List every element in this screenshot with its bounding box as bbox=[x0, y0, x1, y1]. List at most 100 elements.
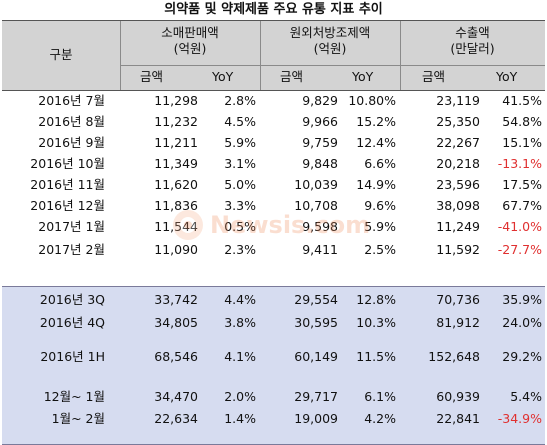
retail-yoy-cell: 5.9% bbox=[224, 135, 256, 150]
table-header: 구분 소매판매액 (억원) 원외처방조제액 (억원) 수출액 (만달러) 금액 … bbox=[2, 20, 545, 91]
table-row: 2016년 9월 11,211 5.9% 9,759 12.4% 22,267 15.1% bbox=[2, 132, 545, 153]
prescription-yoy-cell: 14.9% bbox=[356, 177, 396, 192]
retail-yoy-cell: 5.0% bbox=[224, 177, 256, 192]
export-amount-cell: 20,218 bbox=[436, 156, 480, 171]
retail-yoy-cell: 3.3% bbox=[224, 198, 256, 213]
subheader-yoy-3: YoY bbox=[496, 69, 518, 84]
header-retail-sales-unit: (억원) bbox=[173, 41, 207, 56]
row-label: 2016년 11월 bbox=[30, 177, 105, 192]
table-row: 2016년 12월 11,836 3.3% 10,708 9.6% 38,098 67.7% bbox=[2, 195, 545, 216]
header-exports: 수출액 (만달러) bbox=[400, 25, 545, 57]
header-exports-name: 수출액 bbox=[455, 25, 490, 40]
row-label: 2017년 2월 bbox=[38, 242, 105, 257]
table-row: 2016년 1H 68,546 4.1% 60,149 11.5% 152,648 29.2… bbox=[2, 346, 545, 367]
header-prescription-unit: (억원) bbox=[313, 41, 347, 56]
retail-amount-cell: 11,211 bbox=[154, 135, 198, 150]
prescription-amount-cell: 60,149 bbox=[294, 349, 338, 364]
row-label: 2016년 12월 bbox=[30, 198, 105, 213]
export-amount-cell: 23,596 bbox=[436, 177, 480, 192]
export-amount-cell: 38,098 bbox=[436, 198, 480, 213]
header-prescription: 원외처방조제액 (억원) bbox=[260, 25, 400, 57]
retail-yoy-cell: 2.3% bbox=[224, 242, 256, 257]
prescription-yoy-cell: 12.8% bbox=[356, 292, 396, 307]
header-retail-sales: 소매판매액 (억원) bbox=[120, 25, 260, 57]
prescription-amount-cell: 10,039 bbox=[294, 177, 338, 192]
prescription-amount-cell: 9,848 bbox=[302, 156, 338, 171]
row-label: 2016년 4Q bbox=[39, 315, 105, 330]
table-row: 1월~ 2월 22,634 1.4% 19,009 4.2% 22,841 -34.9% bbox=[2, 408, 545, 429]
retail-amount-cell: 11,620 bbox=[154, 177, 198, 192]
export-yoy-cell: 24.0% bbox=[502, 315, 542, 330]
table-row: 12월~ 1월 34,470 2.0% 29,717 6.1% 60,939 5.4% bbox=[2, 386, 545, 407]
row-label: 1월~ 2월 bbox=[51, 411, 105, 426]
retail-amount-cell: 34,470 bbox=[154, 389, 198, 404]
export-amount-cell: 152,648 bbox=[428, 349, 480, 364]
subheader-amount-2: 금액 bbox=[280, 69, 304, 84]
table-row: 2016년 4Q 34,805 3.8% 30,595 10.3% 81,912 24.0% bbox=[2, 312, 545, 333]
export-amount-cell: 60,939 bbox=[436, 389, 480, 404]
prescription-amount-cell: 29,554 bbox=[294, 292, 338, 307]
prescription-amount-cell: 19,009 bbox=[294, 411, 338, 426]
prescription-amount-cell: 10,708 bbox=[294, 198, 338, 213]
retail-amount-cell: 11,298 bbox=[154, 93, 198, 108]
row-label: 12월~ 1월 bbox=[43, 389, 105, 404]
prescription-yoy-cell: 10.80% bbox=[348, 93, 396, 108]
prescription-yoy-cell: 10.3% bbox=[356, 315, 396, 330]
retail-amount-cell: 34,805 bbox=[154, 315, 198, 330]
retail-amount-cell: 33,742 bbox=[154, 292, 198, 307]
header-category: 구분 bbox=[49, 47, 73, 62]
retail-yoy-cell: 4.1% bbox=[224, 349, 256, 364]
export-yoy-cell: -27.7% bbox=[497, 242, 542, 257]
row-label: 2016년 8월 bbox=[38, 114, 105, 129]
export-amount-cell: 25,350 bbox=[436, 114, 480, 129]
export-amount-cell: 11,249 bbox=[436, 219, 480, 234]
retail-yoy-cell: 3.1% bbox=[224, 156, 256, 171]
prescription-amount-cell: 9,411 bbox=[302, 242, 338, 257]
prescription-yoy-cell: 11.5% bbox=[356, 349, 396, 364]
table-row: 2017년 2월 11,090 2.3% 9,411 2.5% 11,592 -27.7% bbox=[2, 239, 545, 260]
prescription-yoy-cell: 6.6% bbox=[364, 156, 396, 171]
retail-yoy-cell: 4.4% bbox=[224, 292, 256, 307]
export-yoy-cell: -34.9% bbox=[497, 411, 542, 426]
prescription-yoy-cell: 9.6% bbox=[364, 198, 396, 213]
table-row: 2016년 11월 11,620 5.0% 10,039 14.9% 23,596 17.5… bbox=[2, 174, 545, 195]
retail-yoy-cell: 2.0% bbox=[224, 389, 256, 404]
prescription-yoy-cell: 12.4% bbox=[356, 135, 396, 150]
section-divider bbox=[2, 286, 545, 287]
retail-amount-cell: 68,546 bbox=[154, 349, 198, 364]
prescription-amount-cell: 9,598 bbox=[302, 219, 338, 234]
prescription-amount-cell: 9,759 bbox=[302, 135, 338, 150]
table-row: 2016년 8월 11,232 4.5% 9,966 15.2% 25,350 54.8% bbox=[2, 111, 545, 132]
export-amount-cell: 81,912 bbox=[436, 315, 480, 330]
retail-yoy-cell: 3.8% bbox=[224, 315, 256, 330]
table-row: 2016년 7월 11,298 2.8% 9,829 10.80% 23,119 41.5% bbox=[2, 90, 545, 111]
export-amount-cell: 11,592 bbox=[436, 242, 480, 257]
export-amount-cell: 70,736 bbox=[436, 292, 480, 307]
subheader-amount-3: 금액 bbox=[422, 69, 446, 84]
retail-amount-cell: 22,634 bbox=[154, 411, 198, 426]
table-title: 의약품 및 약제제품 주요 유통 지표 추이 bbox=[164, 2, 383, 17]
export-yoy-cell: 5.4% bbox=[510, 389, 542, 404]
header-retail-sales-name: 소매판매액 bbox=[161, 25, 219, 40]
retail-amount-cell: 11,090 bbox=[154, 242, 198, 257]
subheader-yoy-2: YoY bbox=[352, 69, 374, 84]
prescription-yoy-cell: 15.2% bbox=[356, 114, 396, 129]
row-label: 2016년 7월 bbox=[38, 93, 105, 108]
export-yoy-cell: 67.7% bbox=[502, 198, 542, 213]
export-yoy-cell: 54.8% bbox=[502, 114, 542, 129]
retail-yoy-cell: 1.4% bbox=[224, 411, 256, 426]
export-yoy-cell: -13.1% bbox=[497, 156, 542, 171]
export-yoy-cell: 17.5% bbox=[502, 177, 542, 192]
subheader-yoy-1: YoY bbox=[212, 69, 234, 84]
prescription-amount-cell: 9,829 bbox=[302, 93, 338, 108]
retail-amount-cell: 11,232 bbox=[154, 114, 198, 129]
header-prescription-name: 원외처방조제액 bbox=[289, 25, 371, 40]
header-exports-unit: (만달러) bbox=[450, 41, 495, 56]
prescription-amount-cell: 9,966 bbox=[302, 114, 338, 129]
prescription-yoy-cell: 4.2% bbox=[364, 411, 396, 426]
retail-amount-cell: 11,544 bbox=[154, 219, 198, 234]
row-label: 2016년 10월 bbox=[30, 156, 105, 171]
row-label: 2016년 1H bbox=[40, 349, 105, 364]
export-amount-cell: 22,841 bbox=[436, 411, 480, 426]
export-amount-cell: 22,267 bbox=[436, 135, 480, 150]
